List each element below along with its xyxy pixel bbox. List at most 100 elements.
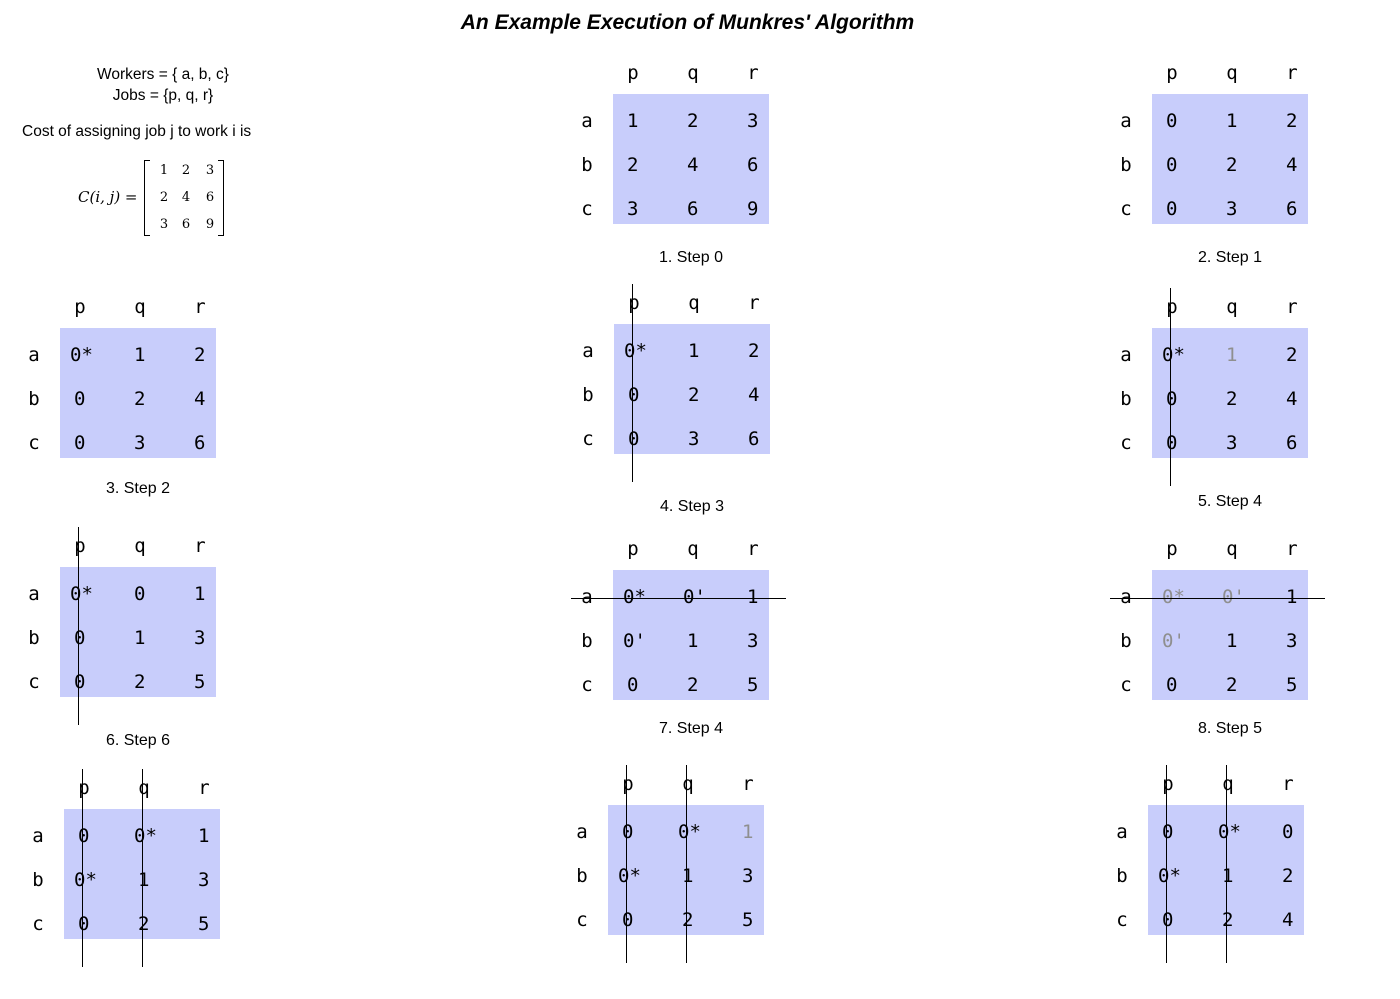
column-header: p [74,296,86,318]
row-header: c [581,198,593,220]
matrix-cell: 4 [748,384,760,406]
matrix-cell: 0* [1162,586,1185,608]
covered-column-line [78,527,79,725]
matrix-cell: 0 [1282,821,1294,843]
row-header: b [1116,865,1128,887]
row-header: c [32,913,44,935]
formula-lhs: C(i, j) = [78,188,138,206]
column-header: r [742,773,754,795]
row-header: a [581,586,593,608]
matrix-cell: 3 [134,432,146,454]
row-header: a [581,110,593,132]
step-panel: p q r a b c 0* 1 2 0 2 4 0 3 6 5. Step 4 [1092,288,1352,518]
matrix-cell: 0 [1166,110,1178,132]
row-header: b [28,627,40,649]
matrix-cell: 0* [74,869,97,891]
cost-cell: 6 [181,217,191,232]
row-header: a [28,583,40,605]
step-panel: p q r a b c 0* 1 2 0 2 4 0 3 6 3. Step 2 [0,296,260,518]
matrix-cell: 0 [74,432,86,454]
row-header: a [1120,586,1132,608]
left-bracket [144,160,150,236]
matrix-cell: 0 [1166,432,1178,454]
matrix-cell: 2 [1282,865,1294,887]
matrix-cell: 2 [1222,909,1234,931]
matrix-cell: 6 [1286,198,1298,220]
matrix-cell: 1 [627,110,639,132]
matrix-cell: 2 [687,110,699,132]
step-panel: p q r a b c 0* 0' 1 0' 1 3 0 2 5 7. Step 4 [553,538,813,760]
row-header: c [576,909,588,931]
cost-cell: 1 [159,163,169,178]
step-panel: p q r a b c 0* 0' 1 0' 1 3 0 2 5 8. Step 5 [1092,538,1352,760]
matrix-background [613,570,769,700]
matrix-cell: 3 [627,198,639,220]
matrix-cell: 0 [74,671,86,693]
matrix-cell: 0 [627,674,639,696]
column-header: q [1226,62,1238,84]
matrix-cell: 2 [687,674,699,696]
matrix-background [60,328,216,458]
matrix-cell: 0 [134,583,146,605]
row-header: b [576,865,588,887]
matrix-cell: 0* [70,344,93,366]
covered-column-line [686,765,687,963]
step-caption: 3. Step 2 [105,480,171,497]
matrix-cell: 3 [742,865,754,887]
matrix-cell: 2 [1226,154,1238,176]
matrix-cell: 3 [747,110,759,132]
row-header: c [1120,432,1132,454]
matrix-cell: 0 [1162,821,1174,843]
matrix-cell: 2 [138,913,150,935]
matrix-cell: 0 [74,627,86,649]
row-header: b [1120,630,1132,652]
column-header: p [1166,538,1178,560]
covered-column-line [1166,765,1167,963]
covered-column-line [1170,288,1171,486]
matrix-cell: 4 [687,154,699,176]
matrix-cell: 1 [194,583,206,605]
matrix-cell: 9 [747,198,759,220]
row-header: a [32,825,44,847]
covered-column-line [626,765,627,963]
matrix-cell: 1 [134,627,146,649]
column-header: p [74,535,86,557]
matrix-cell: 2 [688,384,700,406]
matrix-background [1152,328,1308,458]
row-header: c [581,674,593,696]
cost-cell: 2 [159,190,169,205]
matrix-cell: 1 [1226,110,1238,132]
column-header: q [1222,773,1234,795]
row-header: a [1120,110,1132,132]
cost-cell: 3 [159,217,169,232]
column-header: p [627,62,639,84]
step-caption: 4. Step 3 [659,498,725,515]
matrix-background [60,567,216,697]
column-header: r [194,296,206,318]
matrix-cell: 0 [78,825,90,847]
matrix-cell: 1 [1226,630,1238,652]
matrix-cell: 1 [1222,865,1234,887]
matrix-cell: 4 [1286,154,1298,176]
matrix-cell: 6 [747,154,759,176]
matrix-cell: 0 [628,428,640,450]
column-header: q [687,538,699,560]
matrix-cell: 0' [683,586,706,608]
matrix-cell: 5 [194,671,206,693]
row-header: b [28,388,40,410]
matrix-cell: 6 [1286,432,1298,454]
matrix-cell: 0* [624,340,647,362]
covered-row-line [1110,598,1325,599]
matrix-background [613,94,769,224]
covered-column-line [82,769,83,967]
column-header: p [78,777,90,799]
step-caption: 1. Step 0 [658,249,724,266]
column-header: r [1286,62,1298,84]
cost-cell: 6 [205,190,215,205]
step-panel: p q r a b c 0 0* 1 0* 1 3 0 2 5 [548,765,808,995]
column-header: p [1166,62,1178,84]
matrix-cell: 2 [1286,344,1298,366]
matrix-cell: 0 [78,913,90,935]
step-caption: 5. Step 4 [1197,493,1263,510]
matrix-background [1152,570,1308,700]
